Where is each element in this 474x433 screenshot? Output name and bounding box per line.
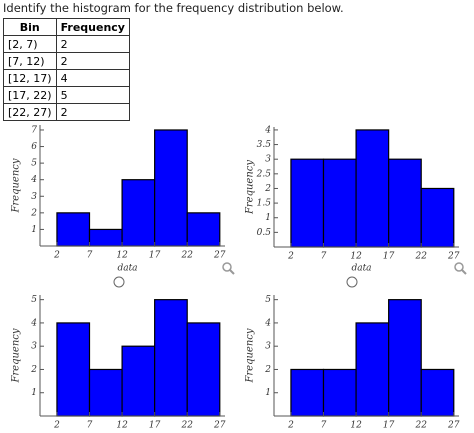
table-cell: 2 <box>55 103 130 121</box>
bar <box>420 368 455 417</box>
y-tick-label: 1 <box>265 213 271 223</box>
bar <box>88 228 123 247</box>
bar <box>56 322 91 417</box>
y-tick-label: 3 <box>31 342 37 352</box>
y-tick-label: 1 <box>265 388 271 398</box>
x-tick-label: 22 <box>414 421 427 431</box>
x-tick-label: 2 <box>53 421 60 431</box>
y-axis-label: Frequency <box>245 328 256 383</box>
y-tick-label: 5 <box>31 159 37 169</box>
table-cell: [17, 22) <box>3 86 57 104</box>
y-tick-label: 6 <box>31 142 37 152</box>
y-tick-label: 5 <box>265 295 271 305</box>
y-tick-label: 2.5 <box>256 169 272 179</box>
bar <box>420 187 455 248</box>
bar <box>355 322 390 417</box>
bar <box>154 299 188 417</box>
x-axis-label: data <box>117 264 137 274</box>
y-tick-label: 0.5 <box>257 228 272 238</box>
y-tick-label: 4 <box>264 125 271 135</box>
bar <box>88 368 123 417</box>
bar <box>186 212 221 247</box>
y-tick-label: 2 <box>30 208 37 218</box>
x-tick-label: 2 <box>53 251 60 261</box>
x-tick-label: 17 <box>149 251 161 261</box>
x-tick-label: 7 <box>321 421 327 431</box>
y-tick-label: 1.5 <box>257 199 272 209</box>
bar <box>186 322 221 417</box>
y-tick-label: 3 <box>31 192 37 202</box>
x-tick-label: 27 <box>213 421 226 431</box>
frequency-table: Bin Frequency [2, 7) 2 [7, 12) 2 [12, 17) 4 [1… <box>3 18 130 121</box>
x-tick-label: 27 <box>447 421 460 431</box>
x-tick-label: 27 <box>213 251 226 261</box>
bar <box>388 299 422 417</box>
x-tick-label: 22 <box>180 421 193 431</box>
y-tick-label: 4 <box>30 175 37 185</box>
x-tick-label: 27 <box>447 252 460 262</box>
table-row: [22, 27) 2 <box>3 103 130 121</box>
bar <box>121 179 156 247</box>
x-tick-label: 17 <box>383 421 395 431</box>
bar <box>154 129 188 247</box>
bar <box>290 368 325 417</box>
zoom-icon[interactable] <box>454 262 467 275</box>
y-tick-label: 3 <box>265 342 271 352</box>
y-tick-label: 4 <box>264 318 271 328</box>
y-tick-label: 3 <box>265 155 271 165</box>
y-axis-label: Frequency <box>11 158 22 213</box>
y-tick-label: 7 <box>31 125 37 135</box>
x-tick-label: 2 <box>287 421 294 431</box>
bar <box>322 158 357 248</box>
bar <box>290 158 325 248</box>
y-tick-label: 4 <box>30 318 37 328</box>
x-tick-label: 7 <box>87 251 93 261</box>
x-tick-label: 12 <box>350 252 362 262</box>
table-cell: [7, 12) <box>3 52 57 70</box>
x-axis-label: data <box>351 264 371 274</box>
x-tick-label: 22 <box>414 252 427 262</box>
x-tick-label: 12 <box>116 421 128 431</box>
zoom-icon[interactable] <box>222 262 235 275</box>
bar <box>56 212 91 247</box>
question: Identify the histogram for the frequency… <box>3 1 344 15</box>
y-axis-label: Frequency <box>245 160 256 215</box>
x-tick-label: 2 <box>287 252 294 262</box>
bar <box>388 158 422 248</box>
y-axis-label: Frequency <box>11 328 22 383</box>
x-tick-label: 17 <box>383 252 395 262</box>
header-row: Bin Frequency <box>3 18 130 36</box>
bar <box>121 345 156 417</box>
table-cell: [12, 17) <box>3 69 57 87</box>
y-tick-label: 5 <box>31 295 37 305</box>
y-tick-label: 2 <box>30 365 37 375</box>
table-cell: [22, 27) <box>3 103 57 121</box>
y-tick-label: 1 <box>31 225 37 235</box>
bar <box>355 129 390 248</box>
radio-button[interactable] <box>346 276 358 288</box>
y-tick-label: 2 <box>264 184 271 194</box>
y-tick-label: 2 <box>264 365 271 375</box>
x-tick-label: 22 <box>180 251 193 261</box>
x-tick-label: 12 <box>350 421 362 431</box>
bar <box>322 368 357 417</box>
x-tick-label: 7 <box>87 421 93 431</box>
y-tick-label: 1 <box>31 388 37 398</box>
x-tick-label: 17 <box>149 421 161 431</box>
header-cell: Frequency <box>55 18 130 36</box>
radio-button[interactable] <box>113 276 125 288</box>
x-tick-label: 12 <box>116 251 128 261</box>
x-tick-label: 7 <box>321 252 327 262</box>
table-row: [17, 22) 5 <box>3 86 130 104</box>
y-tick-label: 3.5 <box>257 140 272 150</box>
